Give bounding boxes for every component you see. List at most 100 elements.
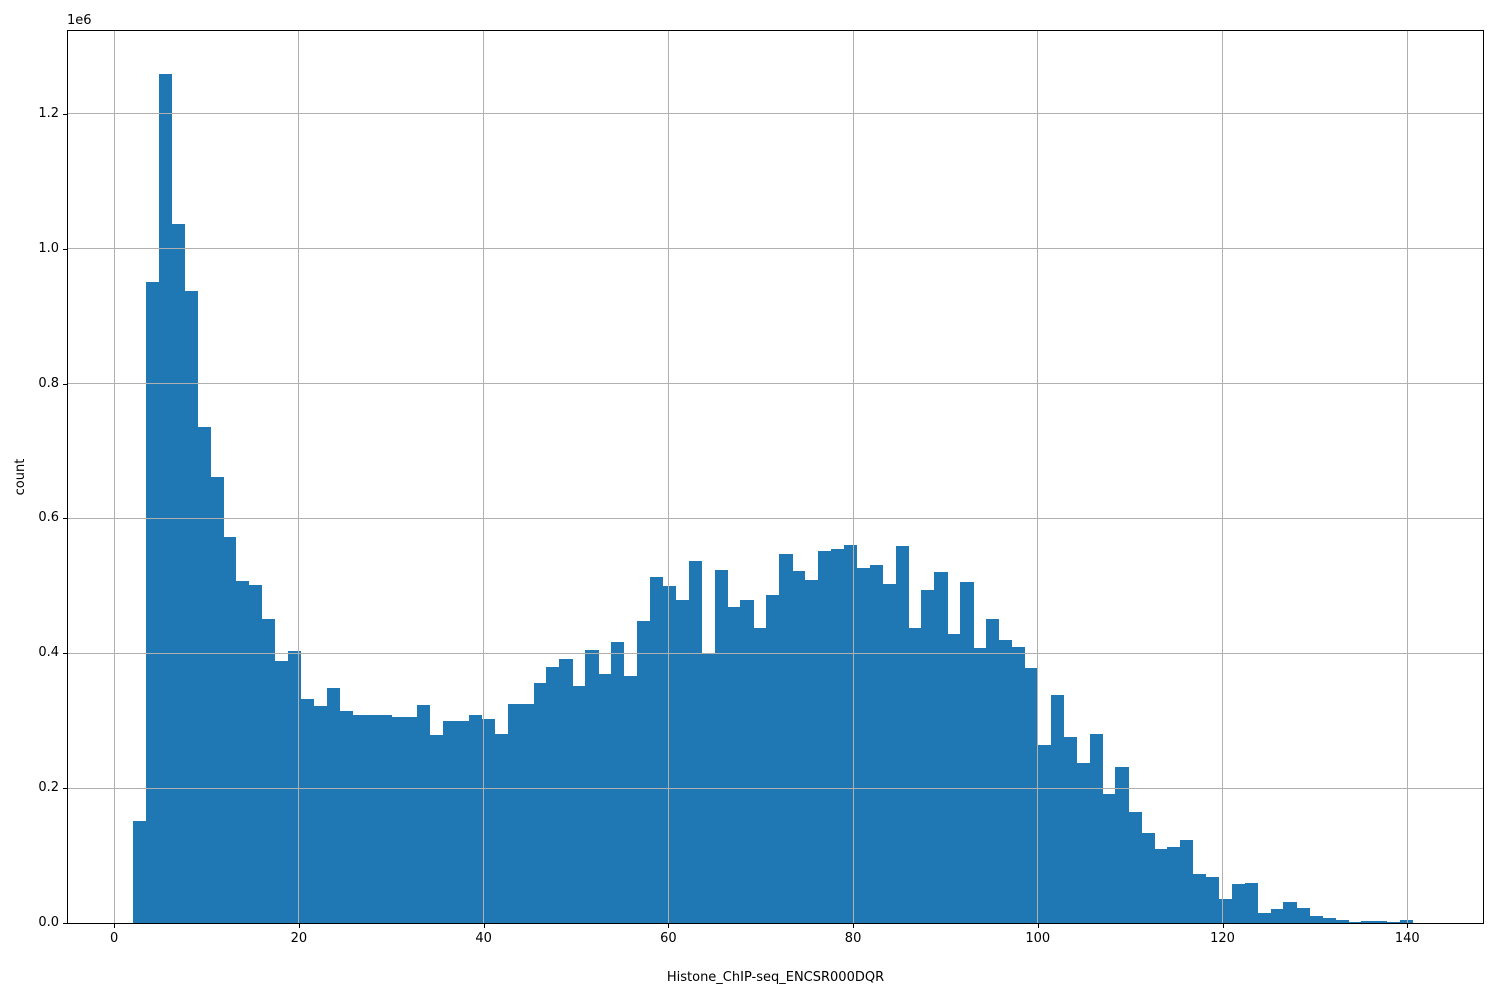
histogram-bar	[1154, 848, 1168, 923]
x-tick-mark	[1407, 924, 1409, 928]
x-tick-mark	[483, 924, 485, 928]
histogram-bar	[145, 281, 159, 923]
x-tick-mark	[114, 924, 116, 928]
histogram-bar	[378, 715, 392, 923]
histogram-bar	[365, 715, 379, 923]
y-tick-mark	[63, 923, 67, 924]
plot-area	[67, 30, 1484, 924]
y-axis-offset-label: 1e6	[67, 13, 92, 28]
x-tick-label: 40	[475, 931, 492, 946]
y-tick-label: 0.2	[38, 780, 59, 796]
histogram-bar	[455, 721, 470, 923]
histogram-bar	[740, 600, 754, 923]
histogram-bar	[1180, 840, 1194, 923]
y-tick-mark	[63, 383, 67, 385]
y-tick-mark	[63, 653, 67, 655]
x-tick-mark	[298, 924, 300, 928]
histogram-bar	[921, 589, 935, 923]
histogram-bar	[1128, 812, 1142, 923]
histogram-bar	[1231, 883, 1246, 923]
histogram-bar	[287, 651, 302, 923]
histogram-bar	[1037, 745, 1052, 923]
y-tick-mark	[63, 518, 67, 520]
histogram-bar	[598, 674, 612, 923]
histogram-bar	[494, 733, 509, 923]
y-tick-label: 1.0	[38, 240, 59, 256]
y-tick-mark	[63, 113, 67, 115]
histogram-bar	[1218, 898, 1233, 923]
histogram-bar	[662, 585, 677, 923]
histogram-bar	[1076, 763, 1090, 923]
x-tick-label: 100	[1025, 931, 1051, 946]
histogram-bar	[727, 607, 741, 923]
histogram-bar	[649, 577, 664, 923]
histogram-bar	[753, 627, 767, 923]
histogram-bar	[572, 686, 586, 923]
x-axis-label: Histone_ChIP-seq_ENCSR000DQR	[666, 970, 885, 985]
histogram-bar	[223, 536, 237, 923]
histogram-bar	[1322, 917, 1336, 923]
histogram-bar	[520, 703, 534, 923]
histogram-bar	[986, 618, 1000, 923]
y-tick-label: 0.8	[38, 375, 59, 391]
histogram-bar	[792, 571, 806, 923]
histogram-bar	[1011, 646, 1026, 923]
histogram-bar	[947, 633, 961, 923]
histogram-bars-layer	[68, 31, 1483, 923]
histogram-bar	[546, 667, 560, 923]
y-tick-label: 0.6	[38, 510, 59, 526]
histogram-bar	[442, 720, 457, 923]
histogram-bar	[908, 628, 922, 923]
histogram-bar	[999, 639, 1013, 923]
histogram-bar	[585, 649, 599, 923]
x-tick-mark	[668, 924, 670, 928]
histogram-bar	[701, 652, 715, 923]
histogram-bar	[171, 223, 185, 923]
histogram-bar	[1063, 736, 1077, 923]
histogram-bar	[468, 714, 483, 923]
histogram-bar	[1167, 846, 1181, 923]
x-tick-label: 60	[660, 931, 677, 946]
histogram-bar	[158, 74, 172, 923]
histogram-bar	[779, 553, 793, 923]
histogram-bar	[417, 705, 431, 923]
y-tick-mark	[63, 248, 67, 250]
histogram-bar	[197, 427, 211, 923]
histogram-bar	[714, 570, 728, 923]
histogram-bar	[1205, 877, 1220, 923]
y-tick-label: 0.0	[38, 915, 59, 930]
histogram-bar	[1270, 908, 1284, 923]
histogram-bar	[624, 676, 638, 923]
histogram-bar	[830, 549, 845, 923]
x-tick-label: 20	[290, 931, 308, 946]
histogram-bar	[611, 641, 625, 923]
histogram-bar	[132, 821, 146, 923]
y-tick-mark	[63, 788, 67, 790]
histogram-bar	[1257, 912, 1271, 923]
histogram-bar	[1296, 907, 1310, 923]
histogram-bar	[352, 715, 366, 923]
histogram-bar	[261, 618, 276, 923]
histogram-bar	[507, 703, 521, 923]
histogram-bar	[404, 716, 418, 923]
histogram-bar	[391, 716, 405, 923]
histogram-bar	[1386, 922, 1401, 923]
histogram-bar	[1141, 832, 1155, 923]
histogram-bar	[1089, 734, 1103, 923]
histogram-bar	[1374, 920, 1388, 923]
histogram-bar	[882, 583, 896, 923]
histogram-bar	[1050, 695, 1065, 923]
histogram-bar	[430, 734, 444, 923]
histogram-bar	[895, 546, 909, 923]
histogram-bar	[274, 660, 289, 923]
histogram-bar	[533, 682, 547, 923]
histogram-bar	[1348, 921, 1362, 923]
histogram-bar	[1244, 882, 1259, 923]
x-tick-label: 140	[1394, 931, 1420, 946]
x-tick-label: 0	[110, 931, 119, 946]
histogram-bar	[210, 476, 224, 923]
y-tick-label: 0.4	[38, 645, 59, 661]
histogram-bar	[973, 647, 987, 923]
histogram-bar	[249, 585, 263, 923]
